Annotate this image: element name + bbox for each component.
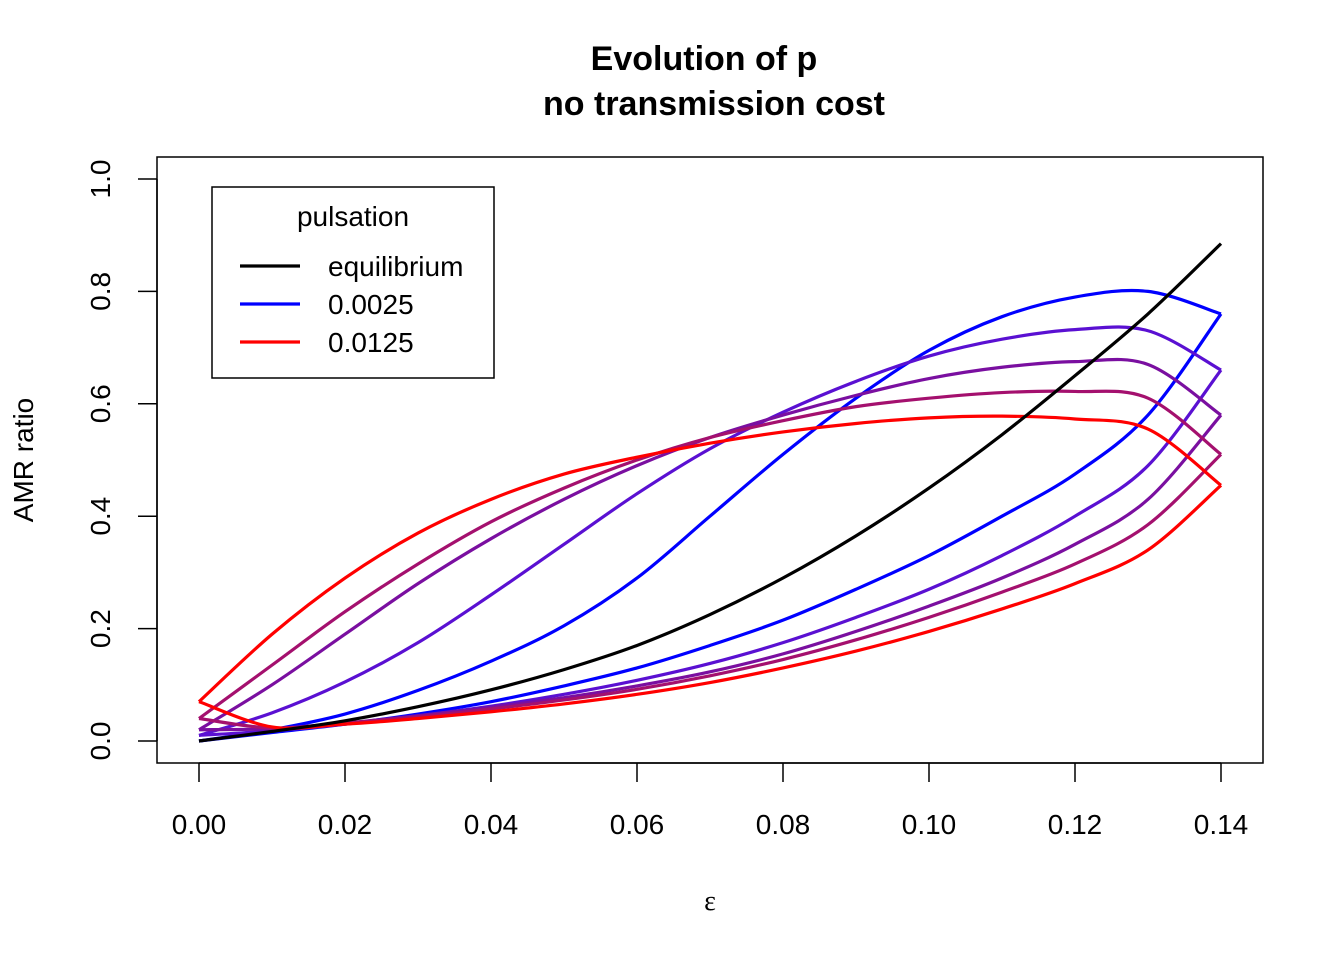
series-loop-upper	[197, 414, 1222, 703]
series-loop-upper	[198, 325, 1222, 737]
y-tick-label: 0.0	[85, 722, 116, 761]
y-tick-label: 0.8	[85, 272, 116, 311]
chart-title-line-2: no transmission cost	[543, 85, 885, 123]
legend-title: pulsation	[297, 201, 409, 232]
series-loop-upper	[198, 288, 1222, 743]
x-tick-label: 0.00	[172, 809, 227, 840]
legend-box	[211, 186, 495, 379]
legend-entry: 0.0125	[240, 327, 414, 358]
x-tick-label: 0.14	[1194, 809, 1249, 840]
series-equilibrium	[198, 242, 1223, 743]
series-loop-lower	[198, 369, 1223, 737]
legend-label: 0.0125	[328, 327, 414, 358]
series-intermediate-1	[198, 325, 1223, 737]
legend-entries: equilibrium 0.0025 0.0125	[240, 251, 463, 358]
legend-entry: equilibrium	[240, 251, 463, 282]
legend-entry: 0.0025	[240, 289, 414, 320]
series-loop-lower	[198, 484, 1223, 730]
series-layer	[197, 242, 1223, 743]
series-loop-lower	[198, 453, 1223, 730]
series-line	[198, 242, 1223, 743]
x-tick-label: 0.10	[902, 809, 957, 840]
y-axis: 0.0 0.2 0.4 0.6 0.8 1.0	[85, 160, 158, 761]
x-tick-label: 0.12	[1048, 809, 1103, 840]
x-tick-label: 0.04	[464, 809, 519, 840]
y-tick-label: 0.4	[85, 497, 116, 536]
x-tick-label: 0.02	[318, 809, 373, 840]
series-0-0125	[197, 414, 1223, 730]
x-tick-label: 0.08	[756, 809, 811, 840]
legend-label: equilibrium	[328, 251, 463, 282]
y-tick-label: 0.6	[85, 384, 116, 423]
legend: pulsation equilibrium 0.0025 0.0125	[211, 186, 495, 379]
chart-title-line-1: Evolution of p	[591, 40, 818, 78]
x-axis: 0.00 0.02 0.04 0.06 0.08 0.10 0.12 0.14	[172, 762, 1249, 840]
y-axis-label: AMR ratio	[8, 398, 39, 522]
y-tick-label: 1.0	[85, 160, 116, 199]
y-tick-label: 0.2	[85, 609, 116, 648]
x-axis-label: ε	[704, 886, 716, 917]
x-tick-label: 0.06	[610, 809, 665, 840]
legend-label: 0.0025	[328, 289, 414, 320]
series-loop-upper	[198, 389, 1222, 720]
